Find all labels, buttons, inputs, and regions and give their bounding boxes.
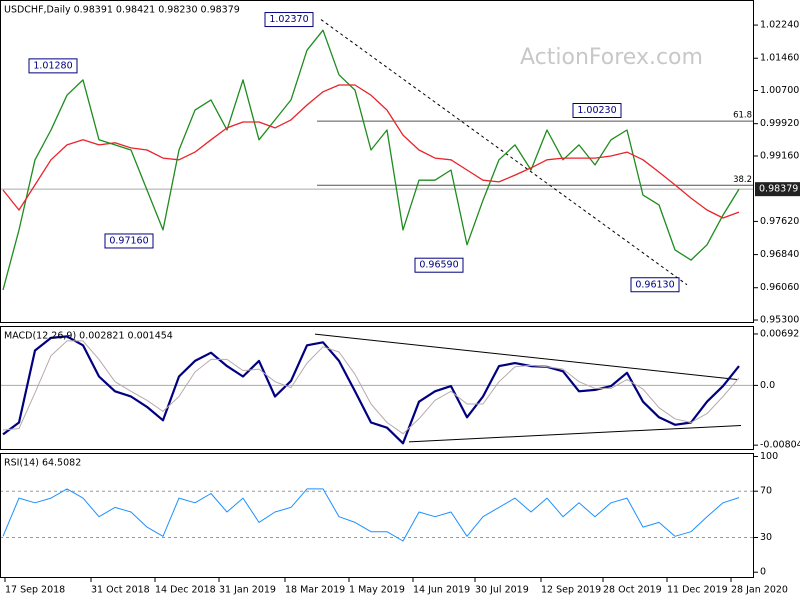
annotation-box	[264, 12, 314, 28]
y-tick-label: 0.95300	[760, 315, 799, 326]
y-tick-label: -0.008049	[760, 440, 800, 451]
x-tick-label: 11 Dec 2019	[667, 585, 728, 596]
annotation-label: 0.97160	[109, 235, 148, 246]
y-tick-label: 0.0	[760, 380, 775, 391]
x-tick-label: 17 Sep 2018	[5, 585, 65, 596]
y-tick-label: 1.01460	[760, 53, 799, 64]
panel-frame	[0, 0, 754, 323]
annotation-label: 0.96590	[419, 260, 458, 271]
last-price-box	[755, 182, 800, 197]
annotation-box	[104, 233, 154, 249]
y-tick-label: 100	[760, 451, 778, 462]
trend-line	[408, 424, 742, 443]
x-tick-label: 31 Jan 2019	[219, 585, 276, 596]
series-line	[2, 335, 740, 445]
y-tick-label: 0.97620	[760, 216, 799, 227]
y-tick-label: 0.99920	[760, 118, 799, 129]
annotation-label: 1.02370	[269, 14, 308, 25]
y-tick-label: 30	[760, 532, 772, 543]
panel-title: USDCHF,Daily 0.98391 0.98421 0.98230 0.9…	[4, 5, 240, 16]
x-tick-label: 28 Jan 2020	[731, 585, 788, 596]
annotation-box	[414, 257, 464, 273]
y-tick-label: 0	[760, 567, 766, 578]
trend-line	[314, 333, 738, 380]
y-tick-label: 0.006927	[760, 328, 800, 339]
y-tick-label: 70	[760, 486, 772, 497]
series-line	[2, 488, 740, 542]
annotation-label: 0.96130	[635, 279, 674, 290]
annotation-box	[630, 277, 680, 293]
annotation-label: 1.01280	[33, 60, 72, 71]
panel-frame	[0, 453, 754, 578]
x-tick-label: 12 Sep 2019	[541, 585, 601, 596]
series-line	[2, 84, 740, 219]
x-tick-label: 31 Oct 2018	[91, 585, 150, 596]
annotation-label: 1.00230	[577, 105, 616, 116]
annotation-box	[28, 58, 78, 74]
x-tick-label: 30 Jul 2019	[475, 585, 529, 596]
x-tick-label: 14 Dec 2018	[155, 585, 216, 596]
x-tick-label: 1 May 2019	[349, 585, 405, 596]
y-tick-label: 1.02240	[760, 20, 799, 31]
panel-title: RSI(14) 64.5082	[4, 458, 81, 469]
x-tick-label: 28 Oct 2019	[603, 585, 662, 596]
y-tick-label: 0.96060	[760, 282, 799, 293]
fib-label: 38.2	[733, 175, 752, 185]
series-line	[2, 340, 740, 435]
x-tick-label: 18 Mar 2019	[285, 585, 345, 596]
panel-title: MACD(12,26,9) 0.002821 0.001454	[4, 331, 173, 342]
y-tick-label: 0.99160	[760, 150, 799, 161]
fib-label: 61.8	[733, 111, 752, 121]
y-tick-label: 1.00700	[760, 85, 799, 96]
series-line	[2, 29, 740, 291]
annotation-box	[572, 103, 622, 118]
watermark: ActionForex.com	[520, 45, 703, 70]
panel-frame	[0, 326, 754, 450]
x-tick-label: 14 Jun 2019	[413, 585, 470, 596]
y-tick-label: 0.96840	[760, 249, 799, 260]
last-price-label: 0.98379	[759, 184, 798, 195]
